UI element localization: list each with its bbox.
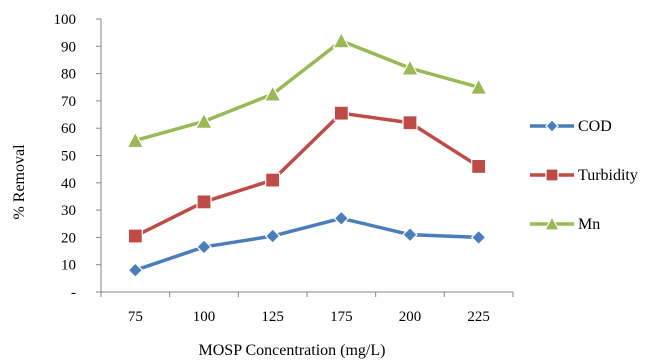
y-tick-label: 80 bbox=[61, 67, 76, 83]
chart-axes bbox=[96, 18, 514, 297]
turbidity-marker bbox=[333, 105, 349, 121]
turbidity-marker bbox=[545, 168, 559, 182]
cod-marker bbox=[264, 228, 281, 244]
mn-marker bbox=[543, 215, 561, 231]
y-tick-label: 90 bbox=[61, 39, 76, 55]
x-tick-label: 225 bbox=[467, 309, 490, 325]
turbidity-marker bbox=[265, 172, 281, 188]
cod-marker bbox=[333, 210, 350, 227]
legend-label: Turbidity bbox=[578, 167, 638, 184]
legend-item-cod: COD bbox=[530, 118, 612, 135]
y-tick-label: 70 bbox=[61, 94, 76, 110]
cod-series bbox=[127, 210, 487, 279]
y-tick-label: 100 bbox=[54, 12, 77, 28]
turbidity-marker bbox=[471, 158, 487, 175]
legend-label: COD bbox=[578, 118, 612, 135]
mn-marker bbox=[401, 58, 419, 76]
x-tick-label: 125 bbox=[261, 309, 284, 325]
mn-marker bbox=[332, 31, 351, 49]
mn-marker bbox=[195, 112, 213, 129]
x-tick-label: 175 bbox=[330, 309, 353, 325]
mn-marker bbox=[126, 131, 145, 149]
mn-marker bbox=[263, 84, 282, 102]
y-axis-title: % Removal bbox=[11, 144, 28, 220]
y-tick-label: 50 bbox=[61, 149, 76, 165]
x-tick-label: 100 bbox=[193, 309, 216, 325]
y-tick-label: - bbox=[71, 285, 76, 301]
turbidity-series bbox=[127, 105, 487, 244]
legend: COD Turbidity Mn bbox=[530, 118, 638, 233]
turbidity-marker bbox=[127, 228, 143, 244]
cod-marker bbox=[545, 119, 559, 133]
mn-line bbox=[134, 39, 480, 143]
y-tick-label: 10 bbox=[61, 258, 76, 274]
y-tick-labels: - 10 20 30 40 50 60 70 80 90 100 bbox=[54, 12, 77, 301]
cod-marker bbox=[402, 226, 418, 243]
mn-series bbox=[126, 31, 488, 149]
cod-marker bbox=[470, 229, 487, 246]
y-tick-label: 60 bbox=[61, 121, 76, 137]
legend-item-mn: Mn bbox=[530, 215, 600, 233]
cod-line bbox=[134, 216, 479, 272]
y-tick-label: 30 bbox=[61, 203, 76, 219]
turbidity-marker bbox=[196, 194, 212, 210]
y-tick-label: 20 bbox=[61, 230, 76, 246]
turbidity-line bbox=[134, 111, 480, 238]
legend-label: Mn bbox=[578, 216, 600, 233]
cod-marker bbox=[196, 239, 212, 255]
x-tick-labels: 75 100 125 175 200 225 bbox=[128, 309, 490, 325]
turbidity-marker bbox=[402, 115, 418, 131]
mn-marker bbox=[469, 77, 488, 95]
legend-item-turbidity: Turbidity bbox=[530, 167, 638, 184]
y-tick-label: 40 bbox=[61, 176, 76, 192]
cod-marker bbox=[127, 262, 144, 279]
x-tick-label: 200 bbox=[399, 309, 422, 325]
series-layer bbox=[126, 31, 488, 279]
x-tick-label: 75 bbox=[128, 309, 143, 325]
x-axis-title: MOSP Concentration (mg/L) bbox=[199, 342, 386, 359]
